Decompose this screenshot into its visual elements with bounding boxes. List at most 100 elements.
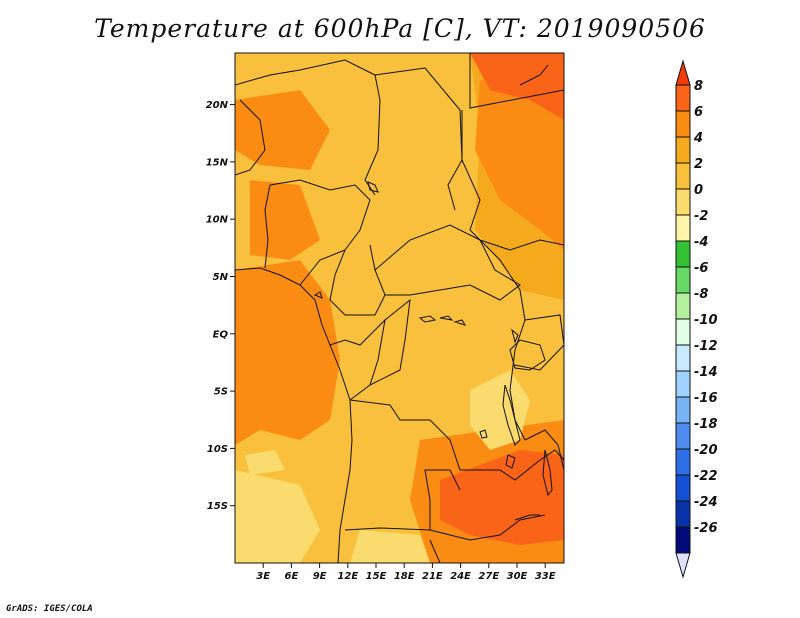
field-warm-sahel xyxy=(235,90,330,170)
colorbar-swatch xyxy=(675,526,691,554)
inland-water-congo xyxy=(418,315,467,326)
colorbar-swatch xyxy=(675,214,691,242)
field-cool-spot-west xyxy=(245,450,285,475)
colorbar-swatch xyxy=(675,344,691,372)
lon-tick-label: 27E xyxy=(478,571,499,582)
lat-tick-label: 15S xyxy=(207,501,228,512)
border-drc-west xyxy=(349,298,411,401)
colorbar-level-label: -10 xyxy=(694,313,718,328)
colorbar-max-triangle xyxy=(675,59,691,86)
border-angola-north xyxy=(349,399,461,471)
colorbar-swatch xyxy=(675,500,691,528)
field-hot-southeast-core xyxy=(440,450,564,545)
border-cameroon xyxy=(329,244,386,316)
colorbar-level-label: -6 xyxy=(694,261,708,276)
border-namibia-botswana xyxy=(429,539,441,563)
border-sudan-south xyxy=(479,239,564,251)
colorbar-swatch xyxy=(675,240,691,268)
plot-frame xyxy=(234,52,565,564)
colorbar-swatch xyxy=(675,422,691,450)
lon-tick-label: 18E xyxy=(394,571,415,582)
lon-tick-label: 30E xyxy=(507,571,528,582)
colorbar-level-label: -2 xyxy=(694,209,708,224)
colorbar-swatch xyxy=(675,136,691,164)
chart-title: Temperature at 600hPa [C], VT: 201909050… xyxy=(94,14,706,43)
colorbar-level-label: -14 xyxy=(694,365,718,380)
colorbar-level-label: 0 xyxy=(694,183,703,198)
colorbar: 8 6 4 2 0 -2 -4 -6 -8 -10 -12 -14 -16 -18 -20 -22 -24 -26 xyxy=(675,59,718,579)
lat-tick-label: 15N xyxy=(206,157,229,168)
colorbar-swatch xyxy=(675,370,691,398)
colorbar-level-label: -24 xyxy=(694,495,718,510)
border-nigeria xyxy=(269,179,371,286)
colorbar-level-label: -20 xyxy=(694,443,718,458)
lake-malawi xyxy=(542,449,553,497)
colorbar-level-label: 2 xyxy=(694,157,703,172)
colorbar-swatch xyxy=(675,396,691,424)
lon-tick-label: 15E xyxy=(366,571,387,582)
border-egypt-east xyxy=(519,64,549,86)
lake-albert xyxy=(511,328,519,344)
coastline-west xyxy=(235,267,353,563)
border-chad-sudan xyxy=(461,110,521,291)
colorbar-level-label: 4 xyxy=(693,131,703,146)
colorbar-level-label: -4 xyxy=(694,235,708,250)
colorbar-level-label: -18 xyxy=(694,417,718,432)
lon-tick-label: 21E xyxy=(422,571,443,582)
latitude-axis: 20N 15N 10N 5N EQ 5S 10S 15S xyxy=(206,100,235,512)
border-zambia-south xyxy=(429,514,546,541)
colorbar-level-label: -8 xyxy=(694,287,708,302)
colorbar-level-label: 6 xyxy=(694,105,703,120)
country-boundaries xyxy=(235,53,564,563)
colorbar-level-label: -22 xyxy=(694,469,718,484)
colorbar-swatch xyxy=(675,162,691,190)
lat-tick-label: EQ xyxy=(213,329,229,340)
border-car xyxy=(374,224,521,301)
inland-water-bioko xyxy=(313,291,323,299)
lake-victoria xyxy=(509,339,546,371)
lon-tick-label: 3E xyxy=(256,571,270,582)
field-warm-west-coast xyxy=(235,260,340,445)
colorbar-level-label: -26 xyxy=(694,521,718,536)
colorbar-min-triangle xyxy=(675,552,691,579)
colorbar-swatch xyxy=(675,266,691,294)
lat-tick-label: 10N xyxy=(206,215,229,226)
colorbar-swatch xyxy=(675,448,691,476)
field-cool-south-strip xyxy=(350,530,430,563)
border-zambia xyxy=(460,449,564,481)
field-hot-northeast-corner xyxy=(470,53,564,120)
colorbar-swatch xyxy=(675,110,691,138)
lon-tick-label: 6E xyxy=(285,571,299,582)
inland-water-lualaba xyxy=(479,429,488,439)
lake-chad xyxy=(367,181,379,193)
lat-tick-label: 10S xyxy=(207,444,228,455)
grads-credit: GrADS: IGES/COLA xyxy=(6,604,93,614)
colorbar-swatch xyxy=(675,188,691,216)
colorbar-swatch xyxy=(675,292,691,320)
field-warm-northeast xyxy=(475,70,564,250)
longitude-axis: 3E 6E 9E 12E 15E 18E 21E 24E 27E 30E 33E xyxy=(256,563,556,582)
border-egypt-sudan xyxy=(469,53,564,109)
colorbar-swatch xyxy=(675,318,691,346)
lon-tick-label: 9E xyxy=(313,571,327,582)
lat-tick-label: 20N xyxy=(206,100,229,111)
colorbar-level-label: -16 xyxy=(694,391,718,406)
lake-mweru xyxy=(505,454,516,469)
colorbar-swatch xyxy=(675,84,691,112)
border-angola-south xyxy=(344,469,461,531)
lon-tick-label: 33E xyxy=(535,571,556,582)
border-mali-niger xyxy=(235,99,266,176)
lon-tick-label: 24E xyxy=(450,571,471,582)
border-nigeria-benin xyxy=(264,184,271,269)
lat-tick-label: 5S xyxy=(214,387,228,398)
colorbar-swatch xyxy=(675,474,691,502)
border-congo-gabon xyxy=(329,318,386,386)
border-tanzania xyxy=(524,429,564,471)
border-drc-east xyxy=(509,289,526,441)
lake-tanganyika xyxy=(502,384,521,446)
colorbar-level-label: -12 xyxy=(694,339,718,354)
lat-tick-label: 5N xyxy=(213,272,229,283)
lake-kariba xyxy=(514,514,540,521)
field-cool-southwest xyxy=(235,470,320,563)
